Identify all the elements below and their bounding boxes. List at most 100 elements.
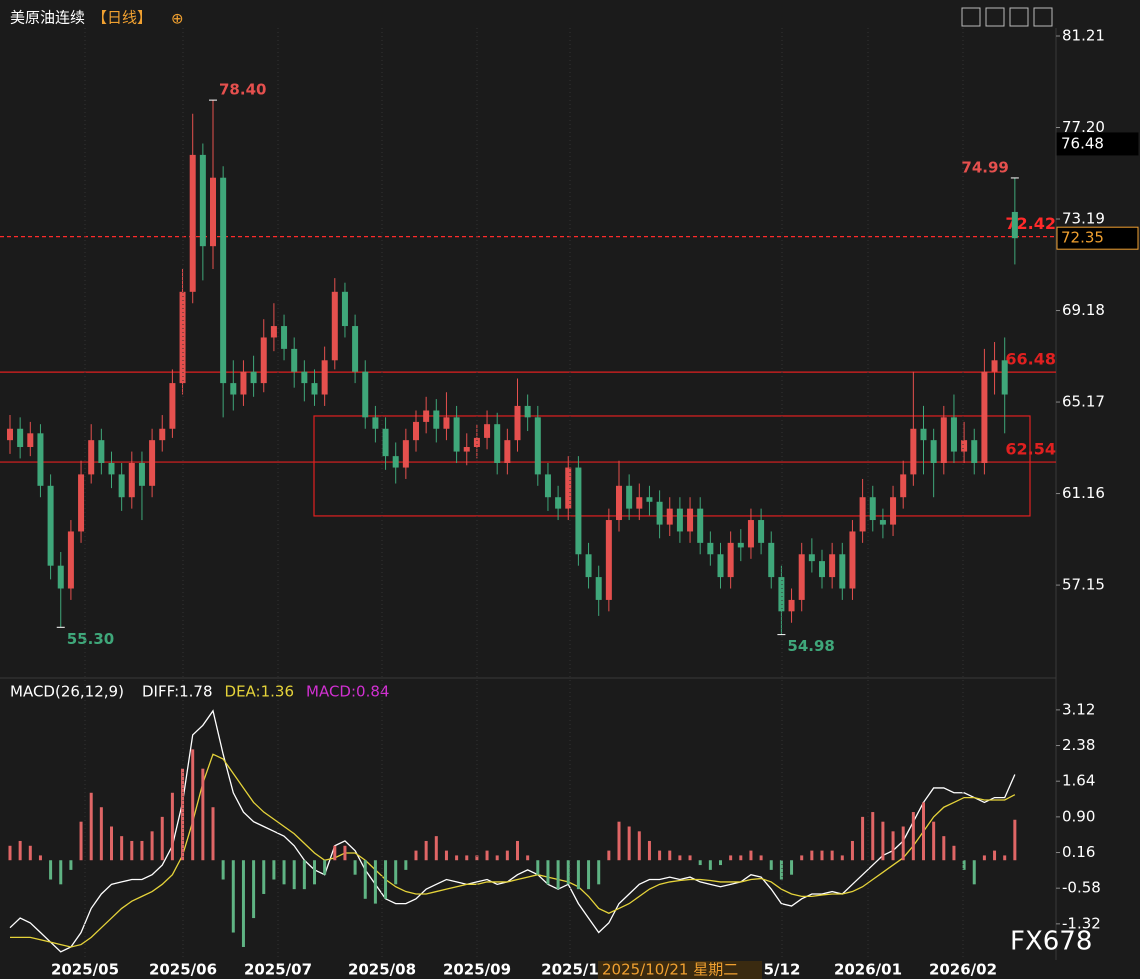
macd-bar: [932, 821, 936, 861]
candle-body: [199, 154, 206, 247]
macd-bar: [201, 768, 205, 861]
candle-body: [463, 447, 470, 452]
candle-body: [605, 520, 612, 600]
macd-bar: [617, 821, 621, 861]
level-label: 66.48: [1005, 350, 1056, 369]
price-tag: [1056, 226, 1139, 250]
candle-body: [930, 440, 937, 463]
macd-bar: [637, 831, 641, 861]
candle-body: [352, 326, 359, 372]
macd-bar: [231, 860, 235, 933]
candle-body: [240, 371, 247, 395]
macd-line: [10, 753, 1016, 948]
macd-bar: [800, 855, 804, 861]
legend-label: DIFF:1.78: [142, 683, 213, 701]
price-tag: [1056, 132, 1139, 156]
macd-bar: [871, 812, 875, 861]
macd-bar: [820, 850, 824, 861]
candle-body: [666, 508, 673, 525]
candle-body: [149, 440, 156, 486]
tool-button[interactable]: [961, 7, 981, 27]
macd-bar: [759, 855, 763, 861]
extreme-label: 55.30: [67, 630, 114, 648]
macd-bar: [647, 840, 651, 861]
y-tick-label: 65.17: [1062, 393, 1105, 411]
x-tick-label: 2026/02: [929, 961, 997, 979]
candle-body: [676, 508, 683, 532]
price-tag-label: 76.48: [1061, 134, 1104, 152]
candle-body: [494, 424, 501, 463]
candle-body: [98, 440, 105, 463]
macd-bar: [282, 860, 286, 885]
candle-body: [626, 485, 633, 509]
macd-bar: [272, 860, 276, 880]
macd-bar: [627, 826, 631, 861]
tool-button[interactable]: [985, 7, 1005, 27]
candle-body: [971, 440, 978, 463]
macd-bar: [546, 860, 550, 885]
candle-body: [808, 554, 815, 562]
macd-bar: [830, 850, 834, 861]
macd-bar: [465, 855, 469, 861]
macd-bar: [8, 845, 12, 861]
macd-bar: [130, 840, 134, 861]
macd-bar: [1003, 855, 1007, 861]
extreme-label: 78.40: [219, 81, 266, 99]
crosshair-label: 2025/10/21 星期二: [602, 961, 738, 979]
candle-body: [900, 474, 907, 498]
icon[interactable]: ⊕: [171, 10, 184, 28]
y-tick-label: 0.90: [1062, 807, 1095, 825]
tool-button[interactable]: [1009, 7, 1029, 27]
candle-body: [991, 360, 998, 372]
candle-body: [595, 577, 602, 600]
macd-bar: [526, 855, 530, 861]
candle-body: [57, 565, 64, 589]
macd-bar: [962, 860, 966, 870]
candle-body: [138, 462, 145, 486]
toolbar: [961, 7, 1053, 27]
legend-label: DEA:1.36: [225, 683, 294, 701]
macd-line: [9, 709, 1016, 953]
extreme-label: 74.99: [961, 158, 1008, 176]
candle-body: [798, 554, 805, 600]
y-tick-label: 61.16: [1062, 484, 1105, 502]
candle-body: [47, 485, 54, 566]
macd-bar: [434, 836, 438, 861]
candle-body: [646, 497, 653, 502]
candle-body: [453, 417, 460, 452]
macd-bar: [993, 850, 997, 861]
candle-body: [890, 497, 897, 525]
macd-bar: [394, 860, 398, 885]
macd-bar: [444, 850, 448, 861]
candle-body: [839, 554, 846, 589]
macd-bar: [140, 840, 144, 861]
extreme-label: 54.98: [787, 637, 834, 655]
candle-body: [362, 371, 369, 418]
macd-bar: [708, 860, 712, 870]
candle-body: [88, 440, 95, 475]
y-tick-label: 57.15: [1062, 576, 1105, 594]
y-tick-label: 2.38: [1062, 736, 1095, 754]
candle-body: [311, 383, 318, 395]
macd-bar: [485, 850, 489, 861]
macd-bar: [495, 855, 499, 861]
candle-body: [565, 467, 572, 509]
macd-bar: [982, 855, 986, 861]
candle-body: [78, 474, 85, 532]
macd-bar: [566, 860, 570, 885]
candle-body: [514, 405, 521, 441]
macd-bar: [516, 840, 519, 861]
tool-button[interactable]: [1033, 7, 1053, 27]
macd-bar: [729, 855, 733, 861]
candle-body: [189, 154, 196, 292]
y-tick-label: -0.58: [1062, 879, 1101, 897]
macd-bar: [170, 792, 174, 861]
macd-bar: [972, 860, 976, 885]
macd-bar: [160, 816, 164, 861]
macd-bar: [38, 855, 42, 861]
macd-bar: [739, 855, 743, 861]
macd-bar: [881, 821, 885, 861]
candle-body: [758, 520, 765, 543]
